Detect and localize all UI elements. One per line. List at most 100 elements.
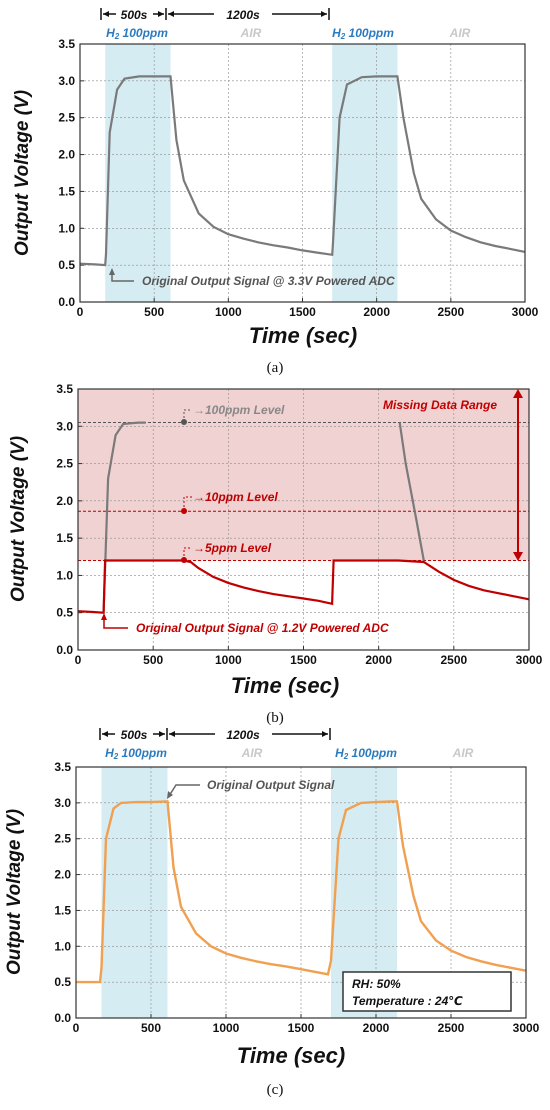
time-arrows-c: 500s 1200s xyxy=(99,728,331,742)
phase-label-air-2-c: AIR xyxy=(452,746,474,760)
arrow-label-500s-a: 500s xyxy=(121,8,148,22)
condition-temperature: Temperature : 24℃ xyxy=(352,994,463,1008)
arrow-label-1200s-a: 1200s xyxy=(226,8,260,22)
x-tick-label: 0 xyxy=(73,1021,80,1035)
conditions-box: RH: 50% Temperature : 24℃ xyxy=(342,971,512,1012)
y-tick-label: 1.0 xyxy=(56,568,73,582)
x-axis-label-b: Time (sec) xyxy=(231,673,339,698)
annotation-text-b: Original Output Signal @ 1.2V Powered AD… xyxy=(136,621,389,635)
chart-panel-a: 0.0 0.5 1.0 1.5 2.0 2.5 3.0 3.5 0 500 1000 1500 200… xyxy=(12,8,539,376)
phase-label-h2-1-a: H2 100ppm xyxy=(106,26,168,41)
level-label-100ppm: →100ppm Level xyxy=(193,403,285,417)
y-axis-label-c: Output Voltage (V) xyxy=(4,809,25,975)
y-tick-label: 1.5 xyxy=(56,531,73,545)
x-tick-label: 2500 xyxy=(440,653,467,667)
phase-label-air-1-c: AIR xyxy=(241,746,263,760)
x-axis-label-c: Time (sec) xyxy=(237,1043,345,1068)
series-line-output-3v3 xyxy=(79,75,526,267)
chart-panel-b: 0.0 0.5 1.0 1.5 2.0 2.5 3.0 3.5 0 500 1000 1500 200… xyxy=(8,382,543,726)
y-tick-label: 1.0 xyxy=(54,939,71,953)
x-tick-label: 2000 xyxy=(363,305,390,319)
missing-data-range-label: Missing Data Range xyxy=(383,398,497,412)
y-tick-label: 2.5 xyxy=(54,832,71,846)
panel-label-b: (b) xyxy=(266,710,284,726)
grid-a xyxy=(79,43,526,303)
y-tick-label: 0.5 xyxy=(56,606,73,620)
h2-exposure-region xyxy=(332,44,398,302)
x-tick-label: 1000 xyxy=(213,1021,240,1035)
y-tick-label: 0.5 xyxy=(54,975,71,989)
h2-exposure-region xyxy=(101,767,168,1018)
annotation-text-c: Original Output Signal xyxy=(207,778,335,792)
x-axis-label-a: Time (sec) xyxy=(249,323,357,348)
h2-exposure-shading-a xyxy=(105,44,398,302)
series-line-output-1v2 xyxy=(77,559,530,614)
annotation-original-signal-c: Original Output Signal xyxy=(167,778,335,799)
arrow-label-1200s-c: 1200s xyxy=(226,728,260,742)
x-tick-label: 3000 xyxy=(516,653,543,667)
y-tick-label: 2.5 xyxy=(56,457,73,471)
phase-label-h2-1-c: H2 100ppm xyxy=(105,746,167,761)
y-tick-label: 0.0 xyxy=(54,1011,71,1025)
plot-frame-b xyxy=(77,388,530,651)
series-b xyxy=(77,421,530,614)
y-tick-label: 3.5 xyxy=(54,760,71,774)
x-tick-label: 1000 xyxy=(215,305,242,319)
annotation-text-a: Original Output Signal @ 3.3V Powered AD… xyxy=(142,274,395,288)
y-tick-label: 1.5 xyxy=(58,184,75,198)
x-tick-label: 1500 xyxy=(288,1021,315,1035)
conditions-box-frame xyxy=(342,971,512,1012)
x-tick-label: 3000 xyxy=(513,1021,540,1035)
series-line-unclipped-recovery xyxy=(398,422,425,561)
y-tick-label: 3.0 xyxy=(58,74,75,88)
x-tick-labels-c: 0 500 1000 1500 2000 2500 3000 xyxy=(73,1021,540,1035)
series-c xyxy=(76,800,527,984)
panel-label-a: (a) xyxy=(267,360,284,376)
phase-label-air-1-a: AIR xyxy=(240,26,262,40)
x-tick-label: 2500 xyxy=(437,305,464,319)
y-tick-label: 2.0 xyxy=(58,148,75,162)
y-axis-label-a: Output Voltage (V) xyxy=(12,90,33,256)
series-a xyxy=(79,75,526,267)
y-tick-label: 2.0 xyxy=(56,494,73,508)
level-label-5ppm: →5ppm Level xyxy=(193,541,272,555)
y-tick-label: 3.0 xyxy=(56,419,73,433)
y-tick-label: 0.0 xyxy=(56,643,73,657)
level-marker-5ppm: →5ppm Level xyxy=(181,541,272,563)
x-tick-label: 500 xyxy=(141,1021,161,1035)
panel-label-c: (c) xyxy=(267,1082,284,1098)
series-line-unclipped-rise xyxy=(102,421,146,613)
level-marker-10ppm: →10ppm Level xyxy=(181,490,278,514)
x-tick-label: 500 xyxy=(143,653,163,667)
annotation-original-signal-a: Original Output Signal @ 3.3V Powered AD… xyxy=(109,268,395,288)
y-tick-label: 2.5 xyxy=(58,111,75,125)
y-tick-label: 1.0 xyxy=(58,221,75,235)
y-tick-label: 3.0 xyxy=(54,796,71,810)
arrow-label-500s-c: 500s xyxy=(121,728,148,742)
series-line-output-signal xyxy=(76,800,527,984)
plot-frame-a xyxy=(79,43,526,303)
x-tick-label: 0 xyxy=(77,305,84,319)
y-tick-label: 2.0 xyxy=(54,868,71,882)
chart-panel-c: 0.0 0.5 1.0 1.5 2.0 2.5 3.0 3.5 0 500 1000 1500 200… xyxy=(4,728,540,1098)
y-tick-label: 0.0 xyxy=(58,295,75,309)
x-tick-label: 0 xyxy=(75,653,82,667)
condition-rh: RH: 50% xyxy=(352,977,401,991)
x-tick-label: 1500 xyxy=(289,305,316,319)
y-tick-labels-a: 0.0 0.5 1.0 1.5 2.0 2.5 3.0 3.5 xyxy=(58,37,75,309)
x-tick-label: 2000 xyxy=(365,653,392,667)
x-tick-label: 500 xyxy=(144,305,164,319)
y-tick-label: 1.5 xyxy=(54,903,71,917)
y-tick-label: 3.5 xyxy=(56,382,73,396)
y-tick-labels-c: 0.0 0.5 1.0 1.5 2.0 2.5 3.0 3.5 xyxy=(54,760,71,1025)
x-tick-labels-b: 0 500 1000 1500 2000 2500 3000 xyxy=(75,653,543,667)
x-tick-label: 1500 xyxy=(290,653,317,667)
level-marker-100ppm: →100ppm Level xyxy=(181,403,285,425)
phase-labels-c: H2 100ppm AIR H2 100ppm AIR xyxy=(105,746,474,761)
y-tick-labels-b: 0.0 0.5 1.0 1.5 2.0 2.5 3.0 3.5 xyxy=(56,382,73,657)
x-tick-label: 3000 xyxy=(512,305,539,319)
y-axis-label-b: Output Voltage (V) xyxy=(8,436,29,602)
y-tick-label: 3.5 xyxy=(58,37,75,51)
time-arrows-a: 500s 1200s xyxy=(100,8,330,22)
